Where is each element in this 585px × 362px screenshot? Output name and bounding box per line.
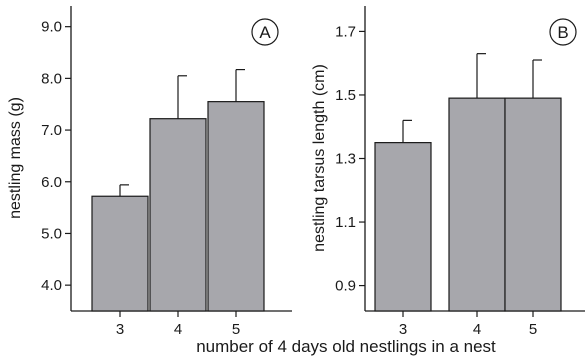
y-tick-label: 1.5 [335, 87, 356, 104]
panel-label-circle [549, 18, 577, 46]
bar [149, 118, 207, 312]
y-tick-label: 1.7 [335, 23, 356, 40]
y-tick-label: 1.1 [335, 214, 356, 231]
y-axis-title: nestling mass (g) [7, 97, 24, 219]
panel-label-circle [251, 18, 279, 46]
y-tick-label: 7.0 [41, 122, 62, 139]
panel-label: B [557, 23, 568, 42]
x-tick-label: 4 [473, 321, 481, 338]
panel-a-chart: 4.0 5.0 6.0 7.0 8.0 9.0 3 4 5 nestling mass (g) A [7, 6, 292, 338]
y-tick-label: 8.0 [41, 70, 62, 87]
y-tick-label: 6.0 [41, 174, 62, 191]
x-tick-label: 3 [116, 321, 124, 338]
shared-x-axis-title: number of 4 days old nestlings in a nest [196, 337, 496, 356]
y-axis-title: nestling tarsus length (cm) [311, 64, 328, 252]
y-tick-label: 1.3 [335, 151, 356, 168]
y-tick-label: 4.0 [41, 277, 62, 294]
y-tick-label: 0.9 [335, 278, 356, 295]
x-tick-label: 3 [399, 321, 407, 338]
bar [448, 97, 506, 312]
bar [504, 97, 562, 312]
x-tick-label: 4 [174, 321, 182, 338]
bar [207, 101, 265, 312]
x-tick-label: 5 [529, 321, 537, 338]
bar [374, 142, 432, 312]
panel-label: A [259, 23, 271, 42]
x-tick-label: 5 [232, 321, 240, 338]
bar [91, 195, 149, 312]
y-tick-label: 9.0 [41, 19, 62, 36]
panel-b-chart: 0.9 1.1 1.3 1.5 1.7 3 4 5 nestling tarsus length… [311, 6, 585, 338]
y-tick-label: 5.0 [41, 225, 62, 242]
